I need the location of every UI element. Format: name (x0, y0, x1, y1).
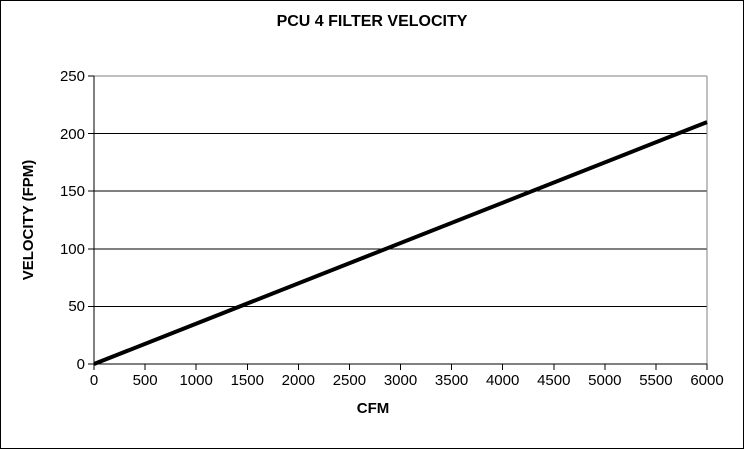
x-tick-label: 5500 (639, 372, 673, 389)
data-line (93, 120, 708, 366)
y-tick-label: 200 (59, 125, 85, 143)
x-tick-label: 4500 (537, 372, 571, 389)
x-tick-label: 1500 (230, 372, 264, 389)
y-tick-label: 150 (59, 183, 85, 201)
x-tick-label: 2000 (281, 372, 316, 389)
y-tick-label: 250 (59, 68, 85, 85)
x-tick-label: 500 (132, 372, 158, 389)
chart-title: PCU 4 FILTER VELOCITY (276, 13, 468, 30)
x-tick-label: 5000 (588, 372, 622, 389)
x-tick-label: 3000 (383, 372, 418, 389)
y-tick-label: 100 (59, 240, 85, 258)
x-tick-label: 2500 (332, 372, 367, 389)
x-axis-title: CFM (356, 400, 390, 417)
x-tick-label: 1000 (179, 372, 213, 389)
x-tick-label: 3500 (434, 372, 469, 389)
y-tick-label: 0 (76, 356, 85, 373)
x-tick-label: 0 (89, 372, 99, 389)
x-tick-label: 4000 (485, 372, 520, 389)
y-tick-label: 50 (68, 298, 85, 316)
x-tick-label: 6000 (690, 372, 724, 389)
